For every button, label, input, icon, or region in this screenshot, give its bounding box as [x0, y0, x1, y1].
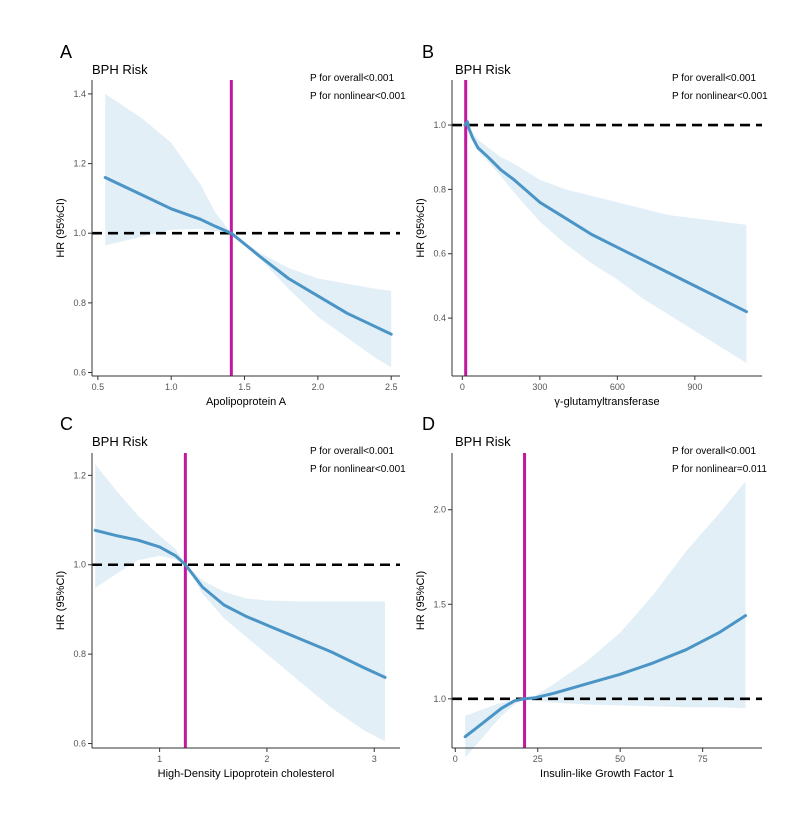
y-tick-label: 1.5	[433, 599, 446, 609]
panel-letter: B	[422, 42, 434, 62]
panel-letter: A	[60, 42, 72, 62]
x-axis-title: Insulin-like Growth Factor 1	[540, 768, 674, 780]
panel-title: BPH Risk	[92, 434, 148, 449]
x-tick-label: 3	[372, 754, 377, 764]
y-tick-label: 0.4	[433, 313, 446, 323]
panel-letter: D	[422, 414, 435, 434]
x-axis-title: γ-glutamyltransferase	[554, 396, 659, 408]
y-axis-title: HR (95%CI)	[55, 198, 67, 257]
x-tick-label: 2	[264, 754, 269, 764]
y-tick-label: 1.2	[73, 470, 86, 480]
x-tick-label: 75	[698, 754, 708, 764]
x-tick-label: 2.5	[385, 382, 398, 392]
y-tick-label: 0.6	[73, 739, 86, 749]
y-axis-title: HR (95%CI)	[55, 571, 67, 630]
panel-title: BPH Risk	[455, 434, 511, 449]
x-axis-title: High-Density Lipoprotein cholesterol	[158, 768, 335, 780]
panel-title: BPH Risk	[455, 62, 511, 77]
p-value-annotation: P for overall<0.001	[672, 73, 756, 84]
y-tick-label: 1.0	[433, 694, 446, 704]
panel-letter: C	[60, 414, 73, 434]
chart-panel-a: 0.6 0.8 1.0 1.2 1.4 0.5 1.0 1.5 2.0 2.5 Apolipopro…	[55, 42, 406, 408]
p-value-annotation: P for overall<0.001	[310, 73, 394, 84]
x-tick-label: 300	[532, 382, 547, 392]
p-value-annotation: P for overall<0.001	[672, 446, 756, 457]
x-tick-label: 900	[687, 382, 702, 392]
y-tick-label: 1.2	[73, 159, 86, 169]
x-tick-label: 50	[615, 754, 625, 764]
x-tick-label: 0	[460, 382, 465, 392]
hr-curve	[463, 120, 748, 314]
panel-title: BPH Risk	[92, 62, 148, 77]
y-tick-label: 1.0	[73, 228, 86, 238]
hr-curve	[93, 528, 387, 679]
p-value-annotation: P for nonlinear<0.001	[310, 464, 406, 475]
chart-panel-b: 0.4 0.6 0.8 1.0 0 300 600 900 γ-glutamyltransfer…	[415, 42, 768, 408]
y-tick-label: 0.8	[433, 184, 446, 194]
confidence-band	[105, 93, 392, 368]
y-tick-label: 0.8	[73, 298, 86, 308]
p-value-annotation: P for nonlinear<0.001	[672, 91, 768, 102]
y-tick-label: 1.0	[73, 560, 86, 570]
p-value-annotation: P for nonlinear<0.001	[310, 91, 406, 102]
x-tick-label: 1	[157, 754, 162, 764]
y-tick-label: 0.6	[73, 368, 86, 378]
x-tick-label: 0.5	[92, 382, 105, 392]
x-tick-label: 0	[453, 754, 458, 764]
y-tick-label: 1.4	[73, 89, 86, 99]
x-tick-label: 25	[533, 754, 543, 764]
y-axis-title: HR (95%CI)	[415, 198, 427, 257]
chart-panel-c: 0.6 0.8 1.0 1.2 1 2 3 High-Density Lipoprotein …	[55, 414, 406, 780]
y-axis-title: HR (95%CI)	[415, 571, 427, 630]
x-tick-label: 2.0	[312, 382, 325, 392]
hr-curve	[463, 614, 747, 739]
x-tick-label: 1.0	[165, 382, 178, 392]
p-value-annotation: P for nonlinear=0.011	[672, 464, 767, 475]
y-tick-label: 0.8	[73, 649, 86, 659]
confidence-band	[465, 481, 746, 758]
p-value-annotation: P for overall<0.001	[310, 446, 394, 457]
confidence-band	[95, 464, 385, 742]
hr-curve	[103, 176, 393, 336]
x-axis-title: Apolipoprotein A	[206, 396, 287, 408]
y-tick-label: 0.6	[433, 249, 446, 259]
x-tick-label: 1.5	[238, 382, 251, 392]
y-tick-label: 1.0	[433, 120, 446, 130]
y-tick-label: 2.0	[433, 505, 446, 515]
chart-panel-d: 1.0 1.5 2.0 0 25 50 75 Insulin-like Growth Fact…	[415, 414, 767, 780]
x-tick-label: 600	[610, 382, 625, 392]
